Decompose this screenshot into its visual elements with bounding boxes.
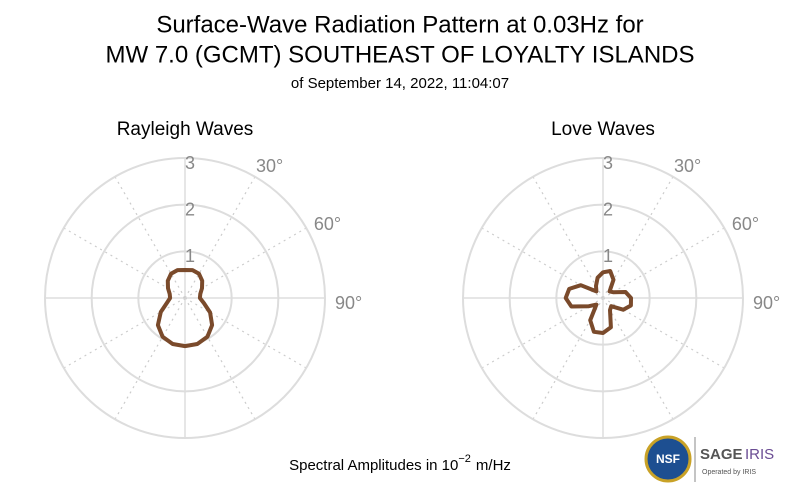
title-line: MW 7.0 (GCMT) SOUTHEAST OF LOYALTY ISLAN…: [106, 41, 695, 68]
logos: NSF SAGE IRIS Operated by IRIS: [644, 435, 774, 483]
theta-tick-label: 60°: [732, 214, 759, 234]
pattern-line: [563, 269, 633, 335]
r-tick-label: 1: [185, 246, 195, 266]
iris-text: IRIS: [745, 446, 774, 463]
subplot-title: Rayleigh Waves: [117, 119, 254, 140]
spoke: [532, 176, 604, 299]
grid-circle: [462, 157, 744, 439]
spoke: [63, 297, 186, 369]
pattern-line: [155, 268, 215, 349]
nsf-logo: [644, 435, 692, 483]
subtitle: of September 14, 2022, 11:04:07: [291, 75, 509, 92]
spoke: [602, 297, 674, 420]
r-tick-label: 1: [603, 246, 613, 266]
grid-circle: [90, 203, 280, 393]
theta-tick-label: 90°: [335, 293, 362, 313]
footer-sup: −2: [458, 453, 471, 465]
subplot-title: Love Waves: [551, 119, 655, 140]
operated-text: Operated by IRIS: [702, 469, 756, 476]
footer: Spectral Amplitudes in 10−2 m/Hz: [289, 453, 511, 474]
spoke: [481, 297, 604, 369]
spoke: [114, 297, 186, 420]
grid-circle: [555, 250, 651, 346]
theta-tick-label: 90°: [753, 293, 780, 313]
r-tick-label: 2: [185, 199, 195, 219]
title-line: Surface-Wave Radiation Pattern at 0.03Hz…: [156, 11, 643, 38]
footer-unit: m/Hz: [476, 457, 511, 474]
spoke: [184, 297, 307, 369]
theta-grid: [603, 228, 724, 298]
spoke: [184, 297, 256, 420]
theta-grid: [185, 177, 255, 298]
nsf-text: NSF: [656, 452, 680, 466]
theta-tick-label: 30°: [256, 156, 283, 176]
r-tick-label: 3: [185, 153, 195, 173]
grid-circle: [44, 157, 326, 439]
grid-circle: [508, 203, 698, 393]
theta-tick-label: 60°: [314, 214, 341, 234]
sage-text: SAGE: [700, 446, 743, 463]
r-tick-label: 3: [603, 153, 613, 173]
r-tick-label: 2: [603, 199, 613, 219]
theta-tick-label: 30°: [674, 156, 701, 176]
spoke: [114, 176, 186, 299]
footer-text: Spectral Amplitudes in 10: [289, 457, 458, 474]
